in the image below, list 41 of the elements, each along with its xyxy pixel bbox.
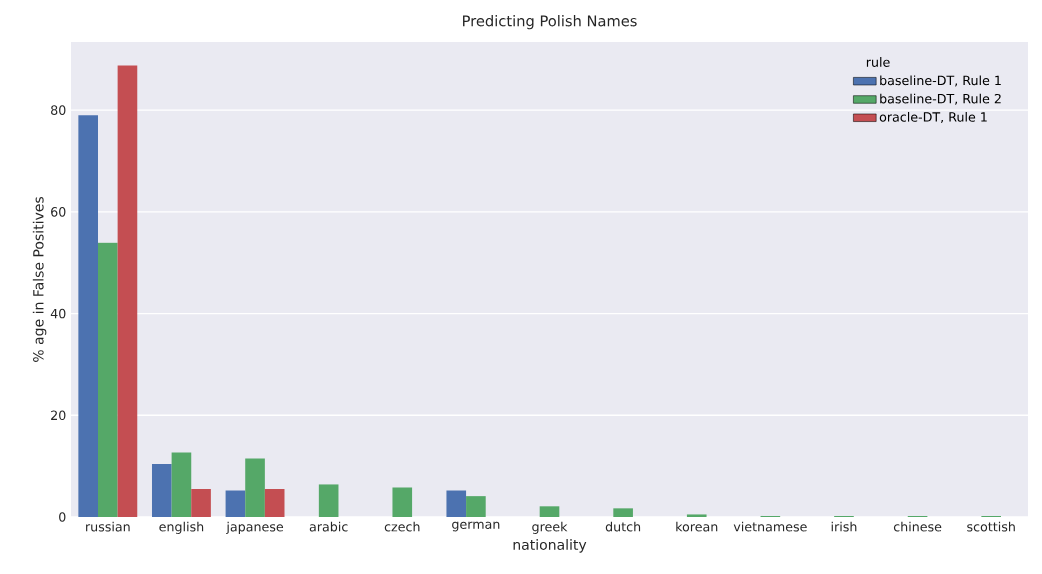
x-tick-label: greek — [532, 521, 568, 534]
y-tick-label: 0 — [59, 512, 66, 522]
y-tick-label: 80 — [51, 105, 66, 115]
bar — [539, 506, 560, 517]
bar — [264, 489, 285, 517]
legend-label: baseline-DT, Rule 2 — [880, 93, 1001, 105]
bar — [151, 464, 172, 517]
bar — [613, 508, 633, 517]
x-tick-label: japanese — [226, 521, 284, 534]
y-tick-label: 40 — [50, 308, 66, 319]
x-tick-label: vietnamese — [733, 521, 807, 532]
chart-title: Predicting Polish Names — [463, 15, 637, 30]
y-axis-title: % age in False Positives — [32, 196, 47, 362]
x-axis-title: nationality — [513, 539, 587, 553]
legend-label: oracle-DT, Rule 1 — [879, 111, 987, 124]
bar — [466, 496, 486, 517]
bar — [245, 458, 265, 517]
bar — [225, 490, 246, 517]
x-tick-label: english — [159, 521, 204, 534]
x-tick-label: arabic — [309, 521, 348, 532]
x-tick-label: czech — [384, 521, 420, 532]
bar — [686, 514, 707, 517]
bar — [78, 115, 98, 517]
bar — [392, 487, 413, 517]
x-tick-label: dutch — [605, 521, 641, 532]
x-tick-label: russian — [86, 521, 130, 532]
bar — [171, 452, 192, 517]
bar — [191, 489, 211, 517]
x-tick-label: korean — [676, 521, 718, 532]
x-tick-label: chinese — [893, 521, 942, 532]
y-tick-label: 20 — [51, 410, 66, 421]
bar — [318, 484, 339, 517]
y-tick-label: 60 — [51, 207, 66, 217]
x-tick-label: german — [452, 521, 500, 532]
x-tick-label: scottish — [967, 521, 1015, 532]
legend-title: rule — [866, 57, 890, 67]
bar — [446, 490, 467, 517]
bar — [98, 242, 118, 517]
bar — [117, 65, 138, 517]
x-tick-label: irish — [831, 521, 857, 532]
legend-label: baseline-DT, Rule 1 — [880, 75, 1001, 87]
